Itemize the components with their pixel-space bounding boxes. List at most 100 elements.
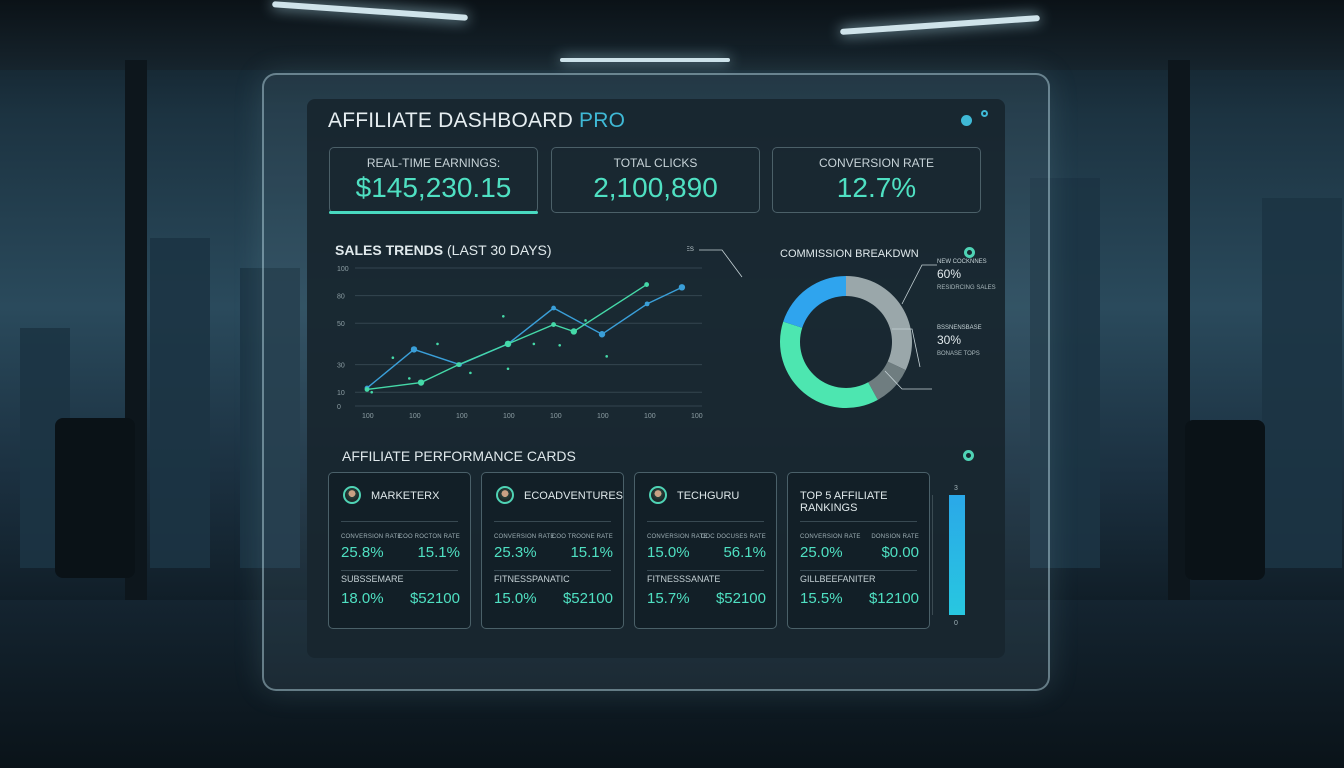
ceiling-light (560, 58, 730, 62)
metric-label: COO ROCTON RATE (398, 534, 460, 540)
scatter-point (502, 315, 505, 318)
metric-value: $52100 (562, 590, 613, 607)
refresh-icon[interactable] (963, 450, 974, 461)
card-name: ECOADVENTURES (524, 490, 624, 502)
ranking-bottom-label: 0 (954, 620, 958, 627)
kpi-value: $145,230.15 (355, 172, 512, 203)
donut-slice (868, 361, 906, 400)
avatar (649, 486, 667, 504)
x-tick-label: 100 (456, 413, 468, 420)
window-frame (1168, 60, 1190, 620)
data-point (504, 340, 512, 348)
scatter-point (436, 342, 439, 346)
divider (341, 521, 458, 522)
building (1030, 178, 1100, 568)
metric-value: 25.0% (800, 544, 843, 561)
y-tick-label: 100 (337, 266, 349, 273)
divider (341, 570, 458, 571)
x-tick-label: 100 (691, 413, 703, 420)
sub-affiliate-name: FITNESSSANATE (647, 574, 721, 584)
metric-value: $0.00 (881, 544, 919, 561)
metric-label: COC DOCUSES RATE (700, 534, 766, 540)
divider (647, 521, 764, 522)
metric-value: 15.7% (647, 590, 690, 607)
chair (1185, 420, 1265, 580)
metric-value: 15.1% (417, 544, 460, 561)
data-point (570, 328, 577, 335)
divider (494, 570, 611, 571)
metric-value: 18.0% (341, 590, 384, 607)
data-point (364, 387, 370, 392)
data-point (598, 331, 606, 338)
donut-label-top: BSSNENSBASE (937, 325, 982, 331)
scatter-point (506, 367, 510, 371)
donut-label-top: NEW COCKNNES (937, 259, 987, 265)
chair (55, 418, 135, 578)
divider (647, 570, 764, 571)
leader-line (901, 264, 937, 305)
metric-label: CONVERSION RATE (341, 534, 402, 540)
building (240, 268, 300, 568)
scatter-point (584, 319, 587, 322)
metric-value: $52100 (715, 590, 766, 607)
donut-slice (783, 276, 846, 328)
ranking-top-label: 3 (954, 485, 958, 492)
data-point (644, 282, 650, 287)
scatter-point (391, 356, 395, 360)
kpi-active-indicator (329, 211, 538, 214)
metric-value: 15.0% (494, 590, 537, 607)
donut-label-bottom: BONASE TOPS (937, 351, 980, 357)
metric-value: 25.8% (341, 544, 384, 561)
metric-label: CONVERSION RATE (494, 534, 555, 540)
data-point (417, 379, 425, 386)
y-tick-label: 0 (337, 404, 341, 411)
leader-line (884, 370, 932, 390)
series-line (366, 283, 648, 391)
kpi-clicks: TOTAL CLICKS 2,100,890 (551, 147, 760, 213)
card-name: MARKETERX (371, 490, 440, 502)
series-line (366, 286, 683, 389)
x-tick-label: 100 (644, 413, 656, 420)
affiliate-card[interactable]: TECHGURU CONVERSION RATE COC DOCUSES RAT… (634, 472, 777, 629)
metric-value: 56.1% (723, 544, 766, 561)
leader-line (699, 249, 743, 278)
kpi-label: TOTAL CLICKS (613, 156, 698, 170)
sales-title: SALES TRENDS (LAST 30 DAYS) (335, 242, 552, 258)
avatar (496, 486, 514, 504)
sales-title-suffix: (LAST 30 DAYS) (447, 242, 552, 258)
settings-icon[interactable] (964, 247, 975, 258)
x-tick-label: 100 (503, 413, 515, 420)
affiliate-card[interactable]: MARKETERX CONVERSION RATE COO ROCTON RAT… (328, 472, 471, 629)
ranking-bar-track: 3 0 (932, 485, 972, 627)
globe-icon[interactable] (961, 115, 972, 126)
performance-title: AFFILIATE PERFORMANCE CARDS (342, 448, 576, 464)
divider (494, 521, 611, 522)
commission-title: COMMISSION BREAKDWN (780, 248, 919, 260)
donut-label-pct: 30% (937, 333, 961, 347)
donut-slice (846, 276, 912, 371)
ranking-bar (949, 495, 965, 615)
sub-affiliate-name: SUBSSEMARE (341, 574, 404, 584)
y-tick-label: 30 (337, 363, 345, 370)
sales-title-main: SALES TRENDS (335, 242, 444, 258)
metric-label: DONSION RATE (871, 534, 919, 540)
metric-value: $52100 (409, 590, 460, 607)
card-name: TECHGURU (677, 490, 740, 502)
donut-slice (780, 321, 878, 408)
status-dot-icon[interactable] (981, 110, 988, 117)
data-point (551, 305, 556, 311)
metric-value: 15.1% (570, 544, 613, 561)
sub-affiliate-name: FITNESSPANATIC (494, 574, 570, 584)
scatter-point (532, 342, 536, 346)
metric-value: $12100 (868, 590, 919, 607)
dashboard: AFFILIATE DASHBOARD PRO REAL-TIME EARNIN… (307, 99, 1005, 658)
affiliate-card[interactable]: ECOADVENTURES CONVERSION RATE COO TROONE… (481, 472, 624, 629)
x-tick-label: 100 (362, 413, 374, 420)
kpi-value: 12.7% (836, 172, 917, 203)
data-point (410, 346, 418, 353)
kpi-value: 2,100,890 (593, 172, 718, 203)
building (1262, 198, 1342, 568)
affiliate-card[interactable]: TOP 5 AFFILIATE RANKINGS CONVERSION RATE… (787, 472, 930, 629)
